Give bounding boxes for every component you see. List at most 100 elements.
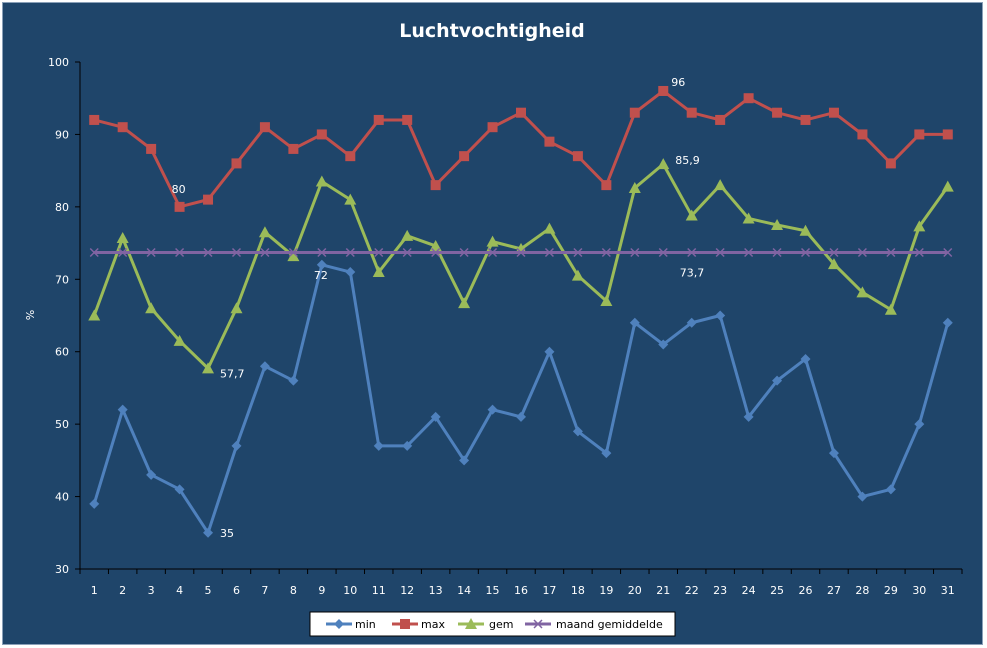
chart-title: Luchtvochtigheid	[399, 20, 584, 42]
y-tick-label: 60	[55, 346, 69, 359]
point-min	[288, 375, 299, 386]
legend-item-min: min	[326, 618, 376, 631]
point-maand-gemiddelde	[288, 247, 298, 258]
point-max	[516, 107, 526, 118]
point-maand-gemiddelde	[402, 247, 412, 258]
point-gem	[486, 235, 499, 247]
point-gem	[771, 218, 784, 230]
point-min	[516, 411, 526, 422]
y-tick-label: 100	[48, 56, 69, 69]
x-tick-label: 22	[685, 584, 699, 597]
point-max	[316, 129, 327, 140]
point-min	[715, 310, 726, 321]
point-max	[430, 180, 441, 191]
series-min	[89, 259, 953, 538]
point-min	[544, 346, 555, 357]
point-min	[942, 317, 953, 328]
point-maand-gemiddelde	[175, 247, 185, 258]
point-min	[373, 440, 384, 451]
point-maand-gemiddelde	[914, 247, 924, 258]
point-gem	[230, 302, 243, 314]
point-min	[203, 527, 214, 538]
legend-marker-max	[400, 619, 410, 629]
point-max	[402, 114, 413, 125]
point-gem	[628, 182, 641, 194]
point-min	[828, 448, 839, 459]
legend-marker-gem	[465, 618, 477, 629]
x-tick-label: 25	[770, 584, 784, 597]
point-min	[914, 419, 925, 430]
x-tick-label: 15	[486, 584, 500, 597]
x-tick-label: 7	[261, 584, 268, 597]
point-maand-gemiddelde	[345, 247, 355, 258]
point-max	[459, 151, 470, 162]
y-axis-label: %	[24, 310, 37, 320]
data-label: 96	[671, 76, 685, 89]
point-maand-gemiddelde	[203, 247, 213, 258]
x-tick-label: 3	[148, 584, 155, 597]
point-maand-gemiddelde	[857, 247, 867, 258]
point-gem	[600, 295, 613, 307]
point-gem	[401, 229, 414, 241]
x-tick-label: 31	[941, 584, 955, 597]
x-tick-label: 18	[571, 584, 585, 597]
point-maand-gemiddelde	[601, 247, 611, 258]
point-min	[459, 455, 470, 466]
point-maand-gemiddelde	[715, 247, 725, 258]
point-max	[629, 107, 640, 118]
point-max	[259, 122, 270, 133]
point-gem	[913, 220, 926, 232]
point-gem	[543, 222, 556, 234]
x-tick-label: 14	[457, 584, 471, 597]
point-maand-gemiddelde	[943, 247, 953, 258]
point-max	[146, 143, 157, 154]
x-tick-label: 20	[628, 584, 642, 597]
point-max	[288, 143, 299, 154]
point-gem	[88, 309, 101, 321]
point-gem	[827, 258, 840, 270]
x-tick-label: 6	[233, 584, 240, 597]
data-label: 35	[220, 527, 234, 540]
point-min	[572, 426, 583, 437]
y-tick-label: 80	[55, 201, 69, 214]
point-max	[914, 129, 925, 140]
point-maand-gemiddelde	[317, 247, 327, 258]
point-max	[828, 107, 839, 118]
data-label: 85,9	[675, 154, 700, 167]
point-gem	[344, 193, 357, 205]
point-maand-gemiddelde	[630, 247, 640, 258]
legend-item-max: max	[392, 618, 445, 631]
x-tick-label: 29	[884, 584, 898, 597]
point-gem	[202, 362, 215, 374]
series-gem	[88, 158, 954, 374]
point-maand-gemiddelde	[431, 247, 441, 258]
point-min	[316, 259, 327, 270]
legend-box	[309, 611, 676, 637]
point-max	[885, 158, 896, 169]
series-layer	[88, 85, 954, 538]
point-max	[743, 93, 754, 104]
point-gem	[287, 250, 300, 262]
point-min	[772, 375, 783, 386]
point-max	[345, 151, 356, 162]
x-tick-label: 10	[343, 584, 357, 597]
x-tick-label: 26	[799, 584, 813, 597]
point-max	[715, 114, 726, 125]
point-maand-gemiddelde	[772, 247, 782, 258]
point-min	[402, 440, 413, 451]
point-gem	[941, 180, 954, 192]
x-tick-label: 8	[290, 584, 297, 597]
x-tick-label: 17	[542, 584, 556, 597]
point-max	[572, 151, 583, 162]
legend: min max gem maand gemiddelde	[309, 611, 676, 637]
point-min	[345, 267, 356, 278]
point-gem	[458, 297, 471, 309]
series-maand-gemiddelde	[89, 247, 953, 258]
point-gem	[799, 224, 812, 236]
point-gem	[372, 266, 385, 278]
legend-label-max: max	[421, 618, 445, 631]
point-maand-gemiddelde	[146, 247, 156, 258]
y-tick-label: 90	[55, 128, 69, 141]
